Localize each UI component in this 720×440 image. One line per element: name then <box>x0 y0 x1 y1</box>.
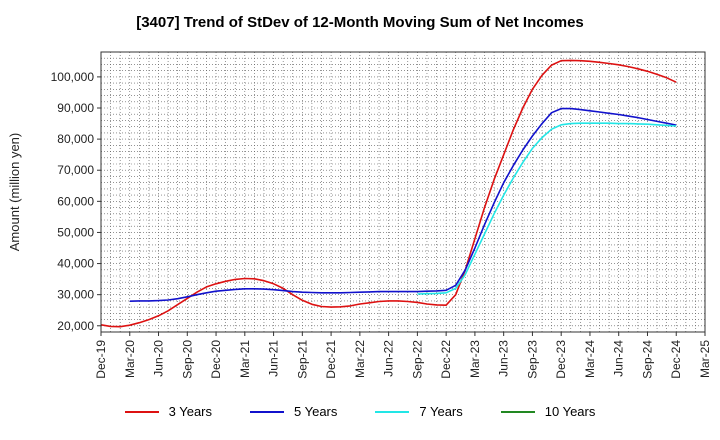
y-tick-label: 20,000 <box>57 319 94 333</box>
legend: 3 Years 5 Years 7 Years 10 Years <box>0 404 720 419</box>
y-tick-label: 40,000 <box>57 257 94 271</box>
x-tick-label: Jun-21 <box>267 340 281 377</box>
legend-swatch-7-years <box>375 410 410 413</box>
x-axis-ticks: Dec-19 Mar-20 Jun-20 Sep-20 Dec-20 Mar-21 Jun-… <box>94 332 712 379</box>
series-layer <box>100 59 677 328</box>
series-line-5-years <box>129 107 677 302</box>
x-tick-label: Jun-24 <box>612 340 626 377</box>
x-tick-label: Dec-23 <box>554 340 568 379</box>
series-line-7-years <box>417 122 677 295</box>
x-tick-label: Dec-22 <box>439 340 453 379</box>
x-tick-label: Mar-23 <box>468 340 482 378</box>
y-axis-label: Amount (million yen) <box>7 133 22 252</box>
x-tick-label: Sep-22 <box>410 340 424 379</box>
x-tick-label: Dec-24 <box>669 340 683 379</box>
grid-layer <box>100 51 706 333</box>
y-tick-label: 80,000 <box>57 132 94 146</box>
x-tick-label: Mar-22 <box>353 340 367 378</box>
legend-item-10-years: 10 Years <box>500 404 596 419</box>
x-tick-label: Mar-24 <box>583 340 597 378</box>
legend-label-3-years: 3 Years <box>168 404 212 419</box>
y-tick-label: 50,000 <box>57 225 94 239</box>
legend-label-10-years: 10 Years <box>544 404 596 419</box>
x-tick-label: Jun-23 <box>497 340 511 377</box>
legend-item-3-years: 3 Years <box>124 404 212 419</box>
chart-title: [3407] Trend of StDev of 12-Month Moving… <box>136 14 584 31</box>
x-tick-label: Dec-21 <box>324 340 338 379</box>
x-tick-label: Sep-21 <box>295 340 309 379</box>
x-tick-label: Jun-20 <box>152 340 166 377</box>
y-tick-label: 90,000 <box>57 101 94 115</box>
y-tick-label: 70,000 <box>57 163 94 177</box>
y-axis-ticks: 20,000 30,000 40,000 50,000 60,000 70,000 80,0… <box>51 70 101 333</box>
x-tick-label: Mar-25 <box>698 340 712 378</box>
y-tick-label: 100,000 <box>51 70 95 84</box>
legend-swatch-5-years <box>250 410 284 413</box>
x-tick-label: Sep-24 <box>640 340 654 379</box>
x-tick-label: Sep-20 <box>180 340 194 379</box>
series-line-3-years <box>100 59 677 328</box>
x-tick-label: Mar-20 <box>123 340 137 378</box>
x-tick-label: Dec-20 <box>209 340 223 379</box>
y-tick-label: 60,000 <box>57 194 94 208</box>
x-tick-label: Dec-19 <box>94 340 108 379</box>
legend-swatch-10-years <box>500 410 535 413</box>
legend-label-5-years: 5 Years <box>294 404 338 419</box>
x-tick-label: Mar-21 <box>238 340 252 378</box>
legend-item-5-years: 5 Years <box>250 404 337 419</box>
y-tick-label: 30,000 <box>57 288 94 302</box>
legend-label-7-years: 7 Years <box>419 404 463 419</box>
plot-frame <box>100 51 706 333</box>
x-tick-label: Sep-23 <box>525 340 539 379</box>
legend-item-7-years: 7 Years <box>375 404 463 419</box>
legend-swatch-3-years <box>124 410 159 413</box>
x-tick-label: Jun-22 <box>382 340 396 377</box>
